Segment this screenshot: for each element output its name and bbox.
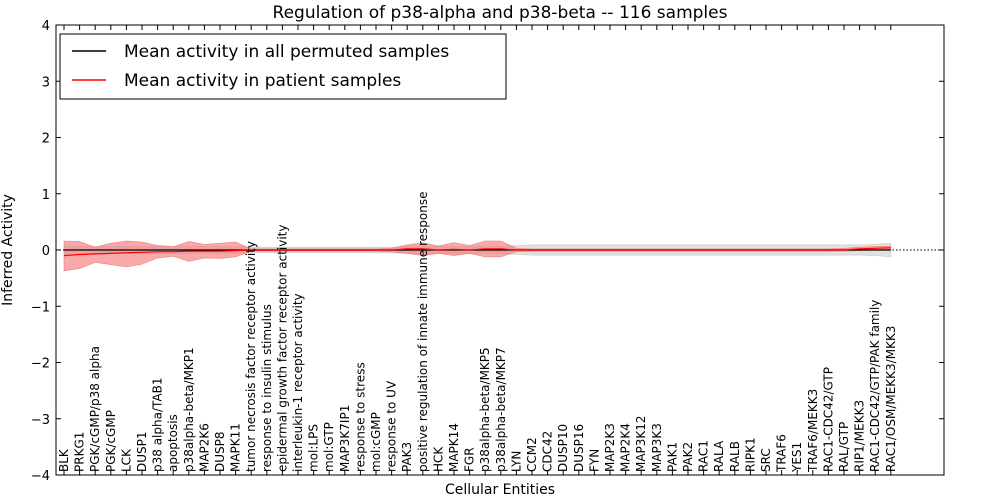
x-category-label: RAC1-CDC42/GTP/PAK family — [868, 300, 882, 472]
x-category-label: CCM2 — [525, 437, 539, 472]
legend-label-permuted: Mean activity in all permuted samples — [124, 42, 449, 62]
legend: Mean activity in all permuted samples Me… — [59, 33, 507, 100]
x-category-label: YES1 — [790, 442, 804, 473]
x-category-label: apoptosis — [166, 414, 180, 472]
x-category-label: RAC1/OSM/MEKK3/MKK3 — [884, 326, 898, 472]
x-category-label: TRAF6/MEKK3 — [806, 389, 820, 473]
x-category-label: MAPK14 — [447, 423, 461, 472]
y-axis-ticks: 4 3 2 1 0 −1 −2 −3 −4 — [31, 19, 944, 484]
x-category-label: RIP1/MEKK3 — [853, 400, 867, 472]
x-category-label: RAL/GTP — [837, 422, 851, 472]
x-category-label: tumor necrosis factor receptor activity — [244, 241, 258, 472]
x-category-label: response to UV — [385, 380, 399, 472]
x-category-label: interleukin-1 receptor activity — [291, 293, 305, 472]
y-tick-label: −1 — [31, 300, 50, 315]
x-category-label: RIPK1 — [743, 437, 757, 472]
x-category-label: SRC — [759, 448, 773, 472]
x-category-label: DUSP16 — [572, 424, 586, 472]
x-category-label: FGR — [463, 447, 477, 472]
x-category-label: FYN — [587, 449, 601, 472]
chart-title: Regulation of p38-alpha and p38-beta -- … — [273, 3, 728, 23]
x-category-label: BLK — [57, 448, 71, 472]
x-axis-category-labels: BLK PRKG1 PGK/cGMP/p38 alpha PGK/cGMP LCK DUS… — [57, 192, 898, 473]
x-category-label: mol:GTP — [322, 422, 336, 472]
x-category-label: PAK3 — [400, 442, 414, 472]
x-category-label: CDC42 — [541, 431, 555, 472]
x-category-label: MAP3K7IP1 — [338, 405, 352, 472]
x-category-label: p38alpha-beta/MKP7 — [494, 347, 508, 472]
y-axis-title: Inferred Activity — [0, 194, 16, 306]
x-category-label: response to stress — [353, 362, 367, 472]
x-category-label: DUSP8 — [213, 431, 227, 472]
y-tick-label: 0 — [42, 244, 50, 259]
y-tick-label: −3 — [31, 413, 50, 428]
x-category-label: PAK2 — [681, 442, 695, 472]
x-category-label: DUSP1 — [135, 431, 149, 472]
x-category-label: LYN — [509, 451, 523, 472]
x-category-label: MAP3K12 — [634, 415, 648, 472]
y-tick-label: −2 — [31, 357, 50, 372]
x-axis-ticks — [63, 25, 892, 475]
x-category-label: RALB — [728, 441, 742, 472]
x-category-label: MAPK11 — [229, 423, 243, 472]
x-category-label: PGK/cGMP/p38 alpha — [88, 346, 102, 472]
y-tick-label: 4 — [42, 19, 50, 34]
y-tick-label: 1 — [42, 188, 50, 203]
x-category-label: mol:cGMP — [369, 412, 383, 472]
series-line-1 — [63, 247, 891, 257]
x-category-label: MAP2K4 — [619, 423, 633, 472]
x-category-label: RAC1 — [697, 440, 711, 472]
x-category-label: PAK1 — [665, 442, 679, 472]
x-category-label: HCK — [431, 446, 445, 472]
x-category-label: MAP3K3 — [650, 423, 664, 472]
x-category-label: mol:LPS — [307, 424, 321, 472]
x-category-label: LCK — [119, 448, 133, 472]
y-tick-label: 2 — [42, 132, 50, 147]
x-category-label: PGK/cGMP — [104, 410, 118, 472]
x-category-label: DUSP10 — [556, 424, 570, 472]
x-category-label: RALA — [712, 440, 726, 472]
y-tick-label: −4 — [31, 469, 50, 484]
x-axis-title: Cellular Entities — [445, 482, 555, 498]
x-category-label: PRKG1 — [73, 432, 87, 472]
legend-label-patient: Mean activity in patient samples — [124, 71, 401, 91]
x-category-label: RAC1-CDC42/GTP — [821, 367, 835, 472]
y-tick-label: 3 — [42, 75, 50, 90]
legend-box — [59, 33, 507, 100]
x-category-label: response to insulin stimulus — [260, 304, 274, 472]
x-category-label: p38alpha-beta/MKP5 — [478, 347, 492, 472]
x-category-label: positive regulation of innate immune res… — [416, 192, 430, 472]
x-category-label: MAP2K6 — [197, 423, 211, 472]
x-category-label: p38 alpha/TAB1 — [151, 378, 165, 472]
x-category-label: MAP2K3 — [603, 423, 617, 472]
x-category-label: TRAF6 — [775, 434, 789, 473]
series-lines — [63, 247, 891, 257]
x-category-label: epidermal growth factor receptor activit… — [275, 225, 289, 472]
x-category-label: p38alpha-beta/MKP1 — [182, 347, 196, 472]
